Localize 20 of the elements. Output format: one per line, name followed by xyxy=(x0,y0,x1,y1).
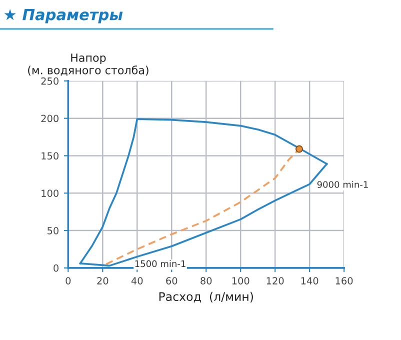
x-tick-label: 20 xyxy=(97,277,108,284)
y-tick-label: 200 xyxy=(41,114,58,122)
y-tick-label: 0 xyxy=(54,264,58,272)
x-tick-label: 60 xyxy=(166,277,178,284)
x-tick-label: 80 xyxy=(200,277,212,284)
y-axis-title: Напор (м. водяного столба) xyxy=(28,54,148,76)
annotation: 9000 min-1 xyxy=(317,180,368,188)
y-tick-label: 150 xyxy=(42,152,58,160)
x-tick-label: 120 xyxy=(266,277,284,284)
y-tick-label: 250 xyxy=(41,77,58,85)
annotation: 1500 min-1 xyxy=(135,260,186,268)
x-tick-label: 40 xyxy=(131,277,143,284)
y-tick-label: 100 xyxy=(42,190,58,197)
x-axis-title: Расход (л/мин) xyxy=(159,292,253,303)
x-tick-label: 140 xyxy=(301,277,318,284)
chart-title: ★ Параметры xyxy=(4,8,123,24)
x-tick-label: 0 xyxy=(66,277,71,284)
x-tick-label: 160 xyxy=(336,277,353,284)
x-tick-label: 100 xyxy=(232,277,250,284)
y-tick-label: 50 xyxy=(48,227,58,234)
